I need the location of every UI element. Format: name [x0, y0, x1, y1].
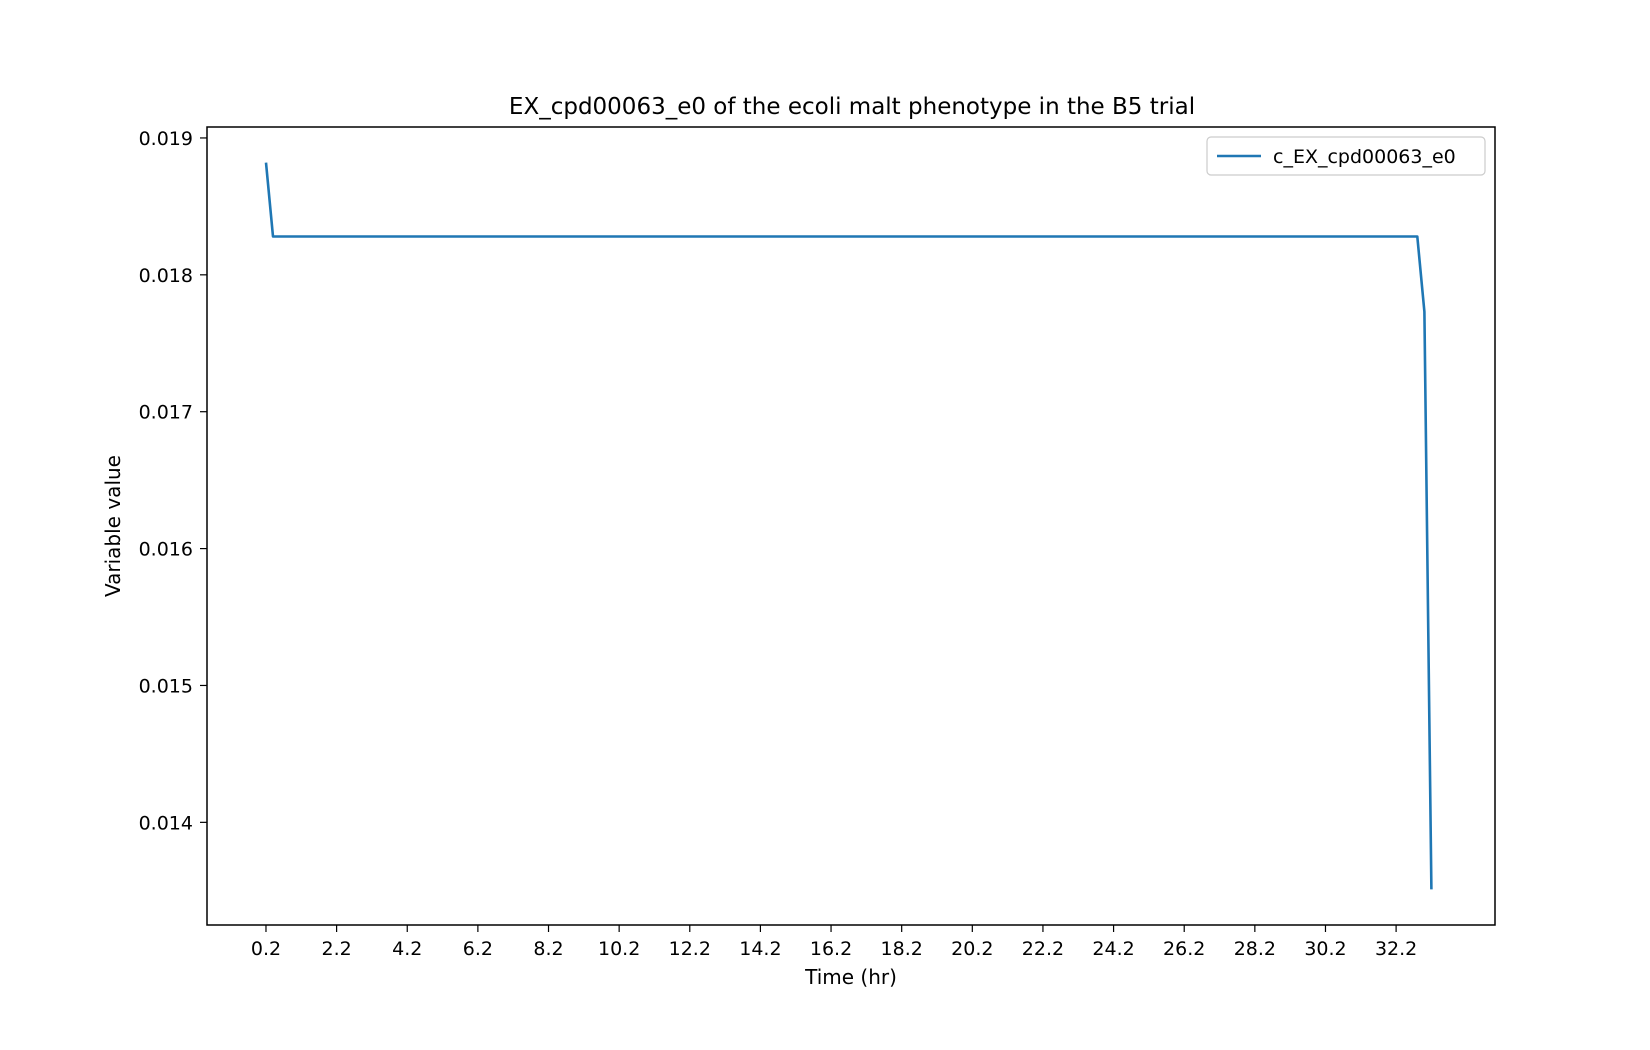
- x-tick-label: 32.2: [1375, 938, 1417, 960]
- y-tick-label: 0.015: [139, 675, 193, 697]
- x-tick-label: 14.2: [739, 938, 781, 960]
- x-tick-label: 16.2: [810, 938, 852, 960]
- legend: c_EX_cpd00063_e0: [1206, 136, 1486, 176]
- x-tick-label: 20.2: [951, 938, 993, 960]
- x-tick-label: 26.2: [1163, 938, 1205, 960]
- x-tick-label: 4.2: [392, 938, 422, 960]
- x-tick-label: 22.2: [1022, 938, 1064, 960]
- x-axis-label: Time (hr): [804, 965, 897, 989]
- y-axis: 0.014 0.015 0.016 0.017 0.018 0.019: [139, 128, 207, 834]
- legend-entry-label: c_EX_cpd00063_e0: [1273, 146, 1456, 168]
- x-tick-label: 28.2: [1234, 938, 1276, 960]
- chart-title: EX_cpd00063_e0 of the ecoli malt phenoty…: [509, 94, 1195, 120]
- x-tick-label: 2.2: [322, 938, 352, 960]
- x-tick-label: 18.2: [881, 938, 923, 960]
- series-line-c_EX_cpd00063_e0: [264, 162, 1433, 890]
- x-tick-label: 8.2: [533, 938, 563, 960]
- x-tick-label: 6.2: [463, 938, 493, 960]
- y-tick-label: 0.018: [139, 265, 193, 287]
- x-tick-label: 30.2: [1304, 938, 1346, 960]
- legend-box: [1206, 136, 1486, 176]
- x-tick-label: 12.2: [669, 938, 711, 960]
- y-tick-label: 0.014: [139, 812, 193, 834]
- x-tick-label: 10.2: [598, 938, 640, 960]
- y-tick-label: 0.016: [139, 539, 193, 561]
- x-tick-label: 0.2: [251, 938, 281, 960]
- y-tick-label: 0.017: [139, 402, 193, 424]
- plot-area-frame: [206, 126, 1496, 926]
- x-axis: 0.2 2.2 4.2 6.2 8.2 10.2 12.2 14.2 16.2 18.2 20.2 2…: [251, 925, 1417, 960]
- y-tick-label: 0.019: [139, 128, 193, 150]
- x-tick-label: 24.2: [1092, 938, 1134, 960]
- y-axis-label: Variable value: [101, 455, 125, 597]
- series-layer: [264, 162, 1433, 890]
